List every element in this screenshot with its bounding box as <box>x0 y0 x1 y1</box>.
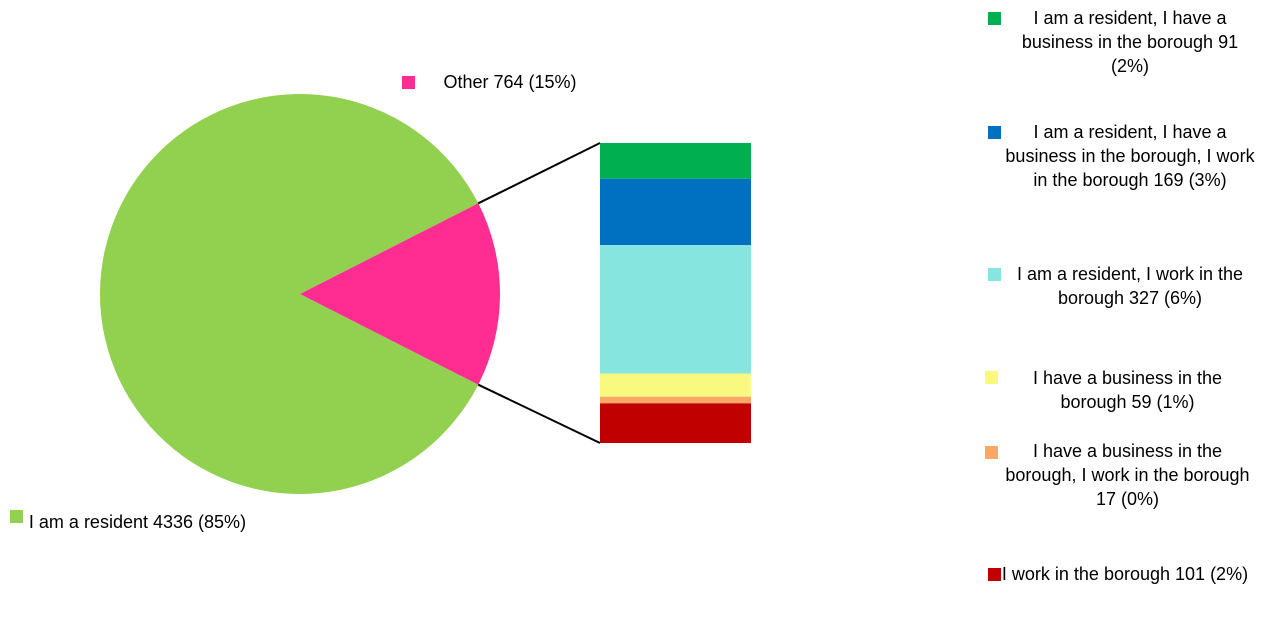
legend-category: I am a resident, I work in the borough <box>1016 264 1244 308</box>
legend-label: I work in the borough 101 (2%) <box>1000 562 1250 586</box>
legend-label: I have a business in the borough 59 (1%) <box>1000 366 1255 414</box>
legend-marker <box>402 76 415 89</box>
value-label: 327 (6%) <box>1129 288 1203 308</box>
bar-segment <box>600 373 751 397</box>
connector <box>477 142 601 205</box>
bar-segment <box>600 178 751 246</box>
legend-category: I have a business in the borough <box>1032 368 1223 412</box>
legend-label: I am a resident 4336 (85%) <box>20 510 255 534</box>
value-label: 169 (3%) <box>1153 170 1227 190</box>
pie-slice <box>99 93 479 495</box>
pie-slice <box>300 203 500 385</box>
bar-segment <box>600 396 751 404</box>
legend-marker <box>988 126 1001 139</box>
legend-category: I am a resident, I have a business in th… <box>1021 8 1227 52</box>
legend-marker <box>988 12 1001 25</box>
legend-marker <box>988 568 1001 581</box>
legend-category: I am a resident <box>28 512 148 532</box>
bar-segment <box>600 143 751 179</box>
legend-marker <box>988 268 1001 281</box>
legend-marker <box>985 446 998 459</box>
legend-label: I am a resident, I have a business in th… <box>1005 120 1255 192</box>
bar-segment <box>600 403 751 443</box>
value-label: 101 (2%) <box>1175 564 1249 584</box>
legend-category: I work in the borough <box>1001 564 1171 584</box>
legend-label: I am a resident, I work in the borough 3… <box>1005 262 1255 310</box>
connector <box>477 383 601 444</box>
value-label: 17 (0%) <box>1095 489 1160 509</box>
value-label: 91 (2%) <box>1110 32 1239 76</box>
legend-label: I have a business in the borough, I work… <box>1000 439 1255 511</box>
value-label: 4336 (85%) <box>153 512 247 532</box>
legend-category: I am a resident, I have a business in th… <box>1005 122 1255 190</box>
legend-label: Other 764 (15%) <box>420 70 600 94</box>
value-label: 59 (1%) <box>1131 392 1195 412</box>
bar-segment <box>600 245 751 374</box>
legend-marker <box>10 510 23 523</box>
legend-category: Other <box>443 72 489 92</box>
value-label: 764 (15%) <box>493 72 577 92</box>
legend-category: I have a business in the borough, I work… <box>1005 441 1250 485</box>
legend-marker <box>985 371 998 384</box>
legend-label: I am a resident, I have a business in th… <box>1005 6 1255 78</box>
